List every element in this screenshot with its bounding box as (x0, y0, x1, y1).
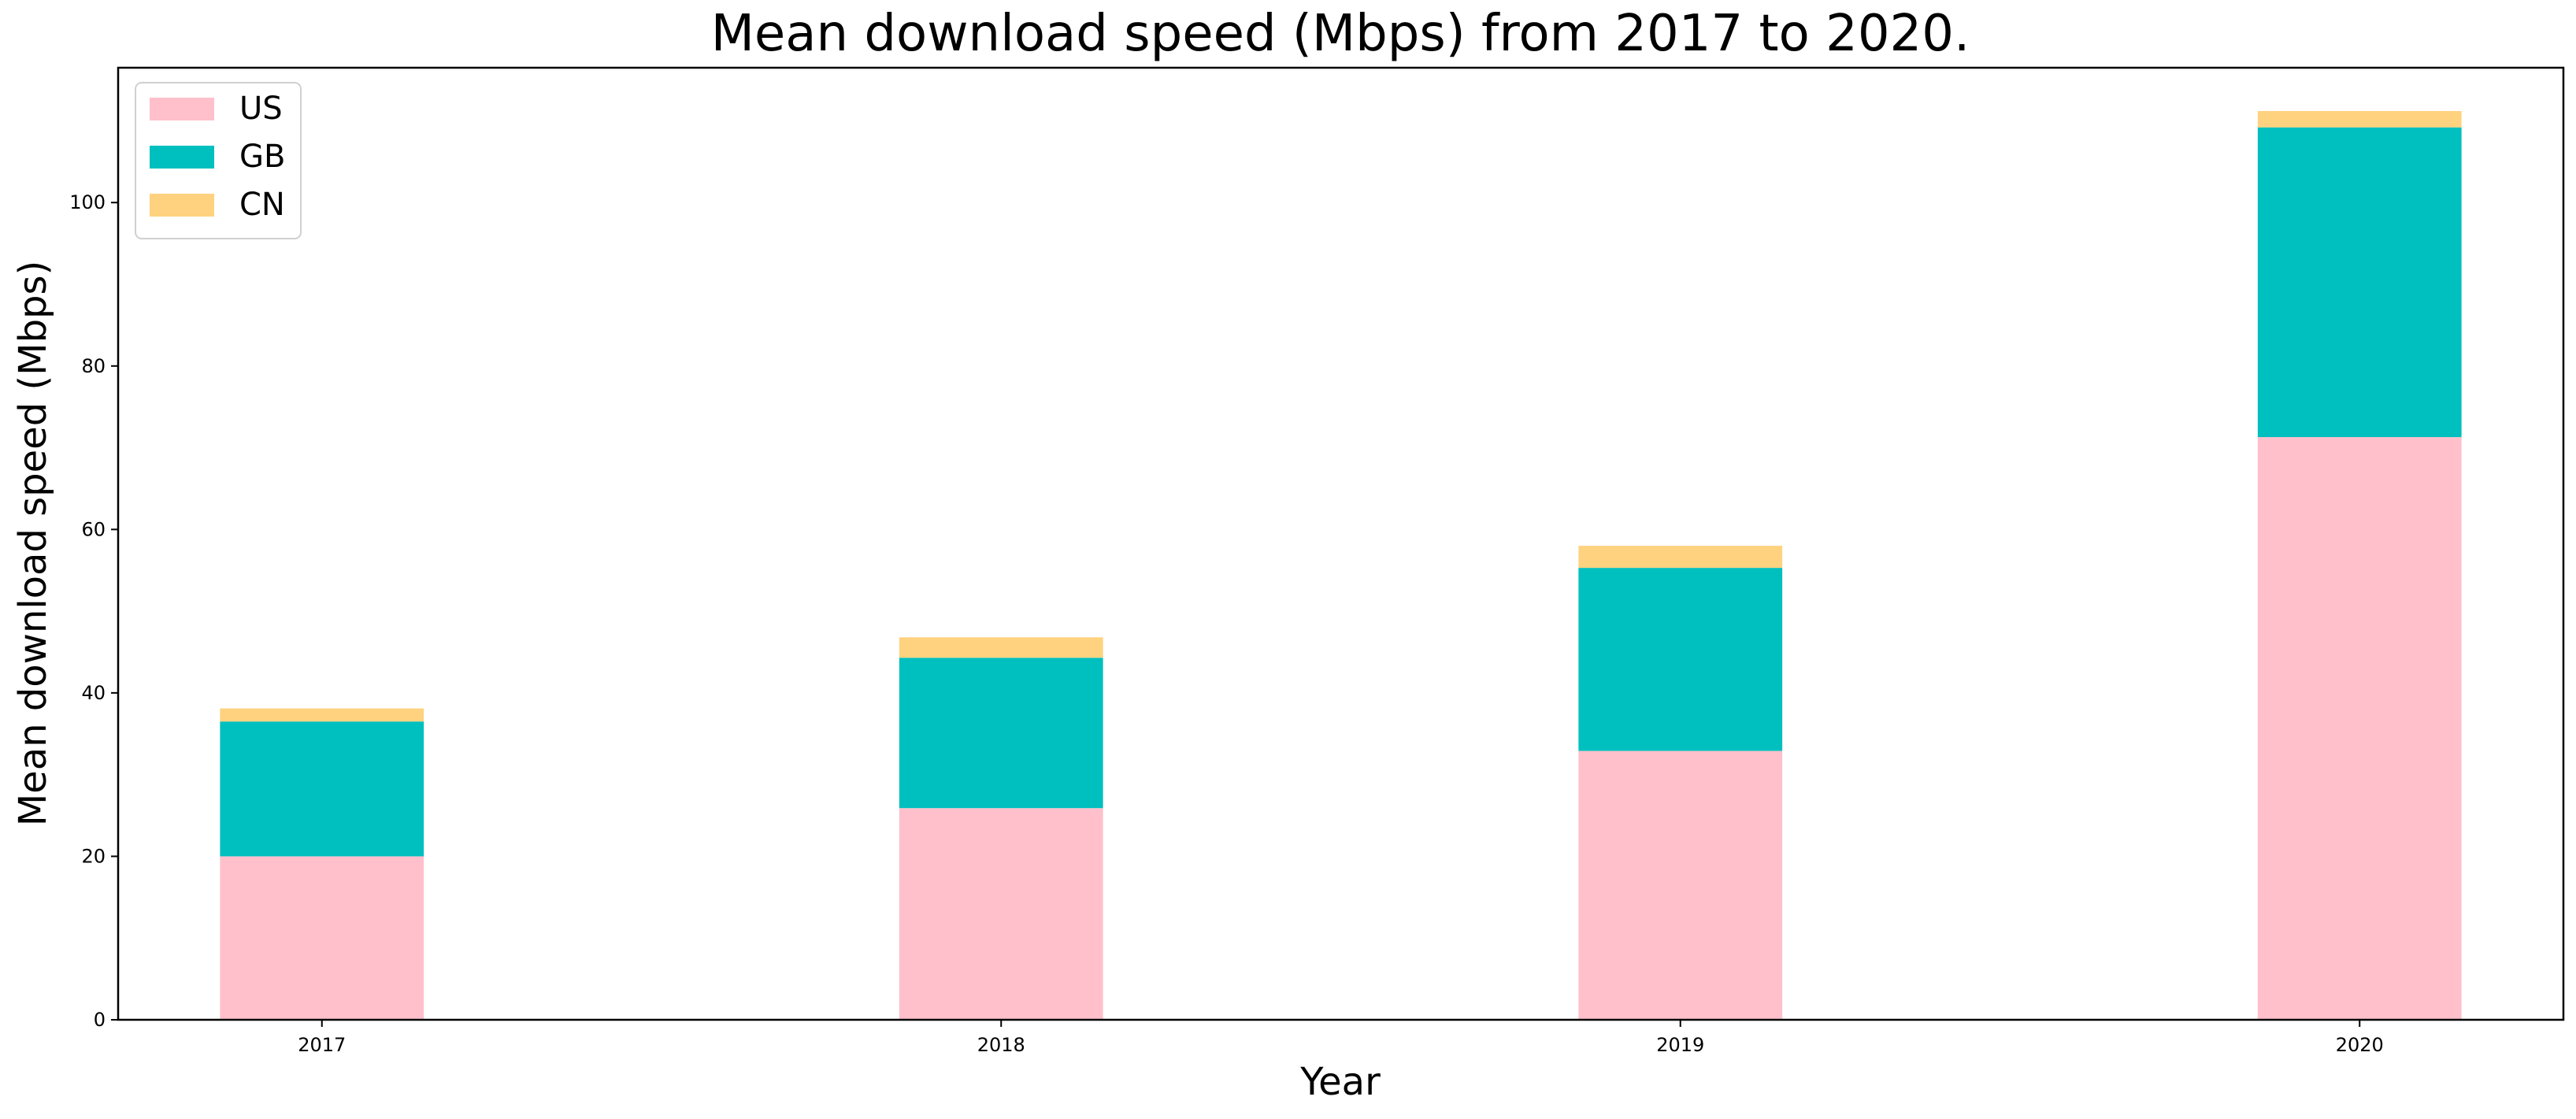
bar-gb-2019 (1578, 568, 1783, 751)
bar-gb-2017 (220, 721, 424, 857)
x-tick-label: 2019 (1656, 1034, 1704, 1056)
x-axis: 2017 2018 2019 2020 (298, 1020, 2384, 1056)
bar-cn-2019 (1578, 546, 1783, 569)
x-tick-label: 2018 (977, 1034, 1025, 1056)
y-tick-label: 80 (81, 355, 106, 377)
y-tick-label: 40 (81, 682, 106, 704)
legend-label-us: US (239, 91, 283, 127)
bar-us-2017 (220, 856, 424, 1020)
chart-title: Mean download speed (Mbps) from 2017 to … (711, 5, 1970, 63)
bar-gb-2018 (899, 658, 1103, 809)
y-tick-label: 0 (94, 1009, 106, 1031)
y-tick-label: 20 (81, 845, 106, 867)
bar-us-2018 (899, 808, 1103, 1020)
y-axis-title: Mean download speed (Mbps) (11, 261, 55, 826)
bar-us-2020 (2257, 437, 2462, 1020)
x-axis-title: Year (1299, 1060, 1381, 1104)
y-tick-label: 60 (81, 518, 106, 540)
legend: US GB CN (135, 82, 302, 239)
bar-cn-2020 (2257, 111, 2462, 128)
plot-frame (117, 66, 2565, 1021)
y-tick-label: 100 (69, 191, 106, 213)
bars (220, 111, 2462, 1020)
legend-swatch-us (150, 98, 214, 120)
bar-us-2019 (1578, 750, 1783, 1020)
x-tick-label: 2017 (298, 1034, 346, 1056)
legend-swatch-gb (150, 146, 214, 169)
bar-gb-2020 (2257, 127, 2462, 438)
x-tick-label: 2020 (2336, 1034, 2384, 1056)
legend-label-gb: GB (239, 139, 285, 175)
y-axis: 0 20 40 60 80 100 (69, 191, 118, 1031)
legend-label-cn: CN (239, 187, 285, 223)
bar-cn-2017 (220, 708, 424, 722)
bar-cn-2018 (899, 637, 1103, 658)
legend-swatch-cn (150, 194, 214, 217)
